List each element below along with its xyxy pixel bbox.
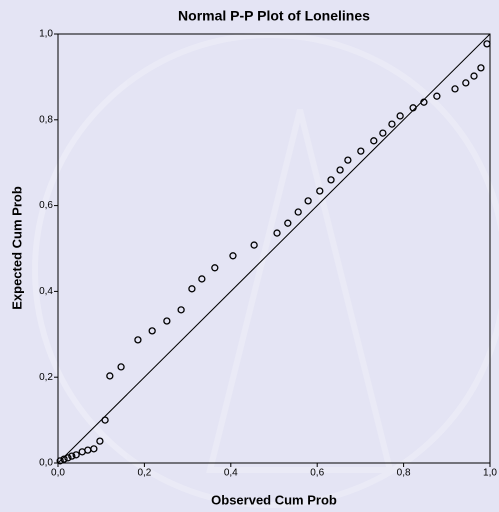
- y-tick-label: 0,6: [39, 200, 53, 211]
- chart: Normal P-P Plot of Lonelines Observed Cu…: [0, 0, 499, 512]
- y-axis-label: Expected Cum Prob: [9, 186, 24, 310]
- y-tick-label: 0,4: [39, 286, 53, 297]
- y-tick-label: 1,0: [39, 29, 53, 40]
- chart-title: Normal P-P Plot of Lonelines: [178, 8, 370, 24]
- y-tick-label: 0,8: [39, 114, 53, 125]
- page: Normal P-P Plot of Lonelines Observed Cu…: [0, 0, 499, 512]
- x-tick-label: 0,6: [310, 468, 324, 479]
- y-tick-label: 0,2: [39, 372, 53, 383]
- y-tick-label: 0,0: [39, 458, 53, 469]
- x-axis-label: Observed Cum Prob: [211, 492, 337, 507]
- x-tick-label: 1,0: [483, 468, 497, 479]
- x-tick-label: 0,2: [137, 468, 151, 479]
- background: [0, 0, 499, 512]
- x-tick-label: 0,8: [397, 468, 411, 479]
- x-tick-label: 0,4: [224, 468, 238, 479]
- x-tick-label: 0,0: [51, 468, 65, 479]
